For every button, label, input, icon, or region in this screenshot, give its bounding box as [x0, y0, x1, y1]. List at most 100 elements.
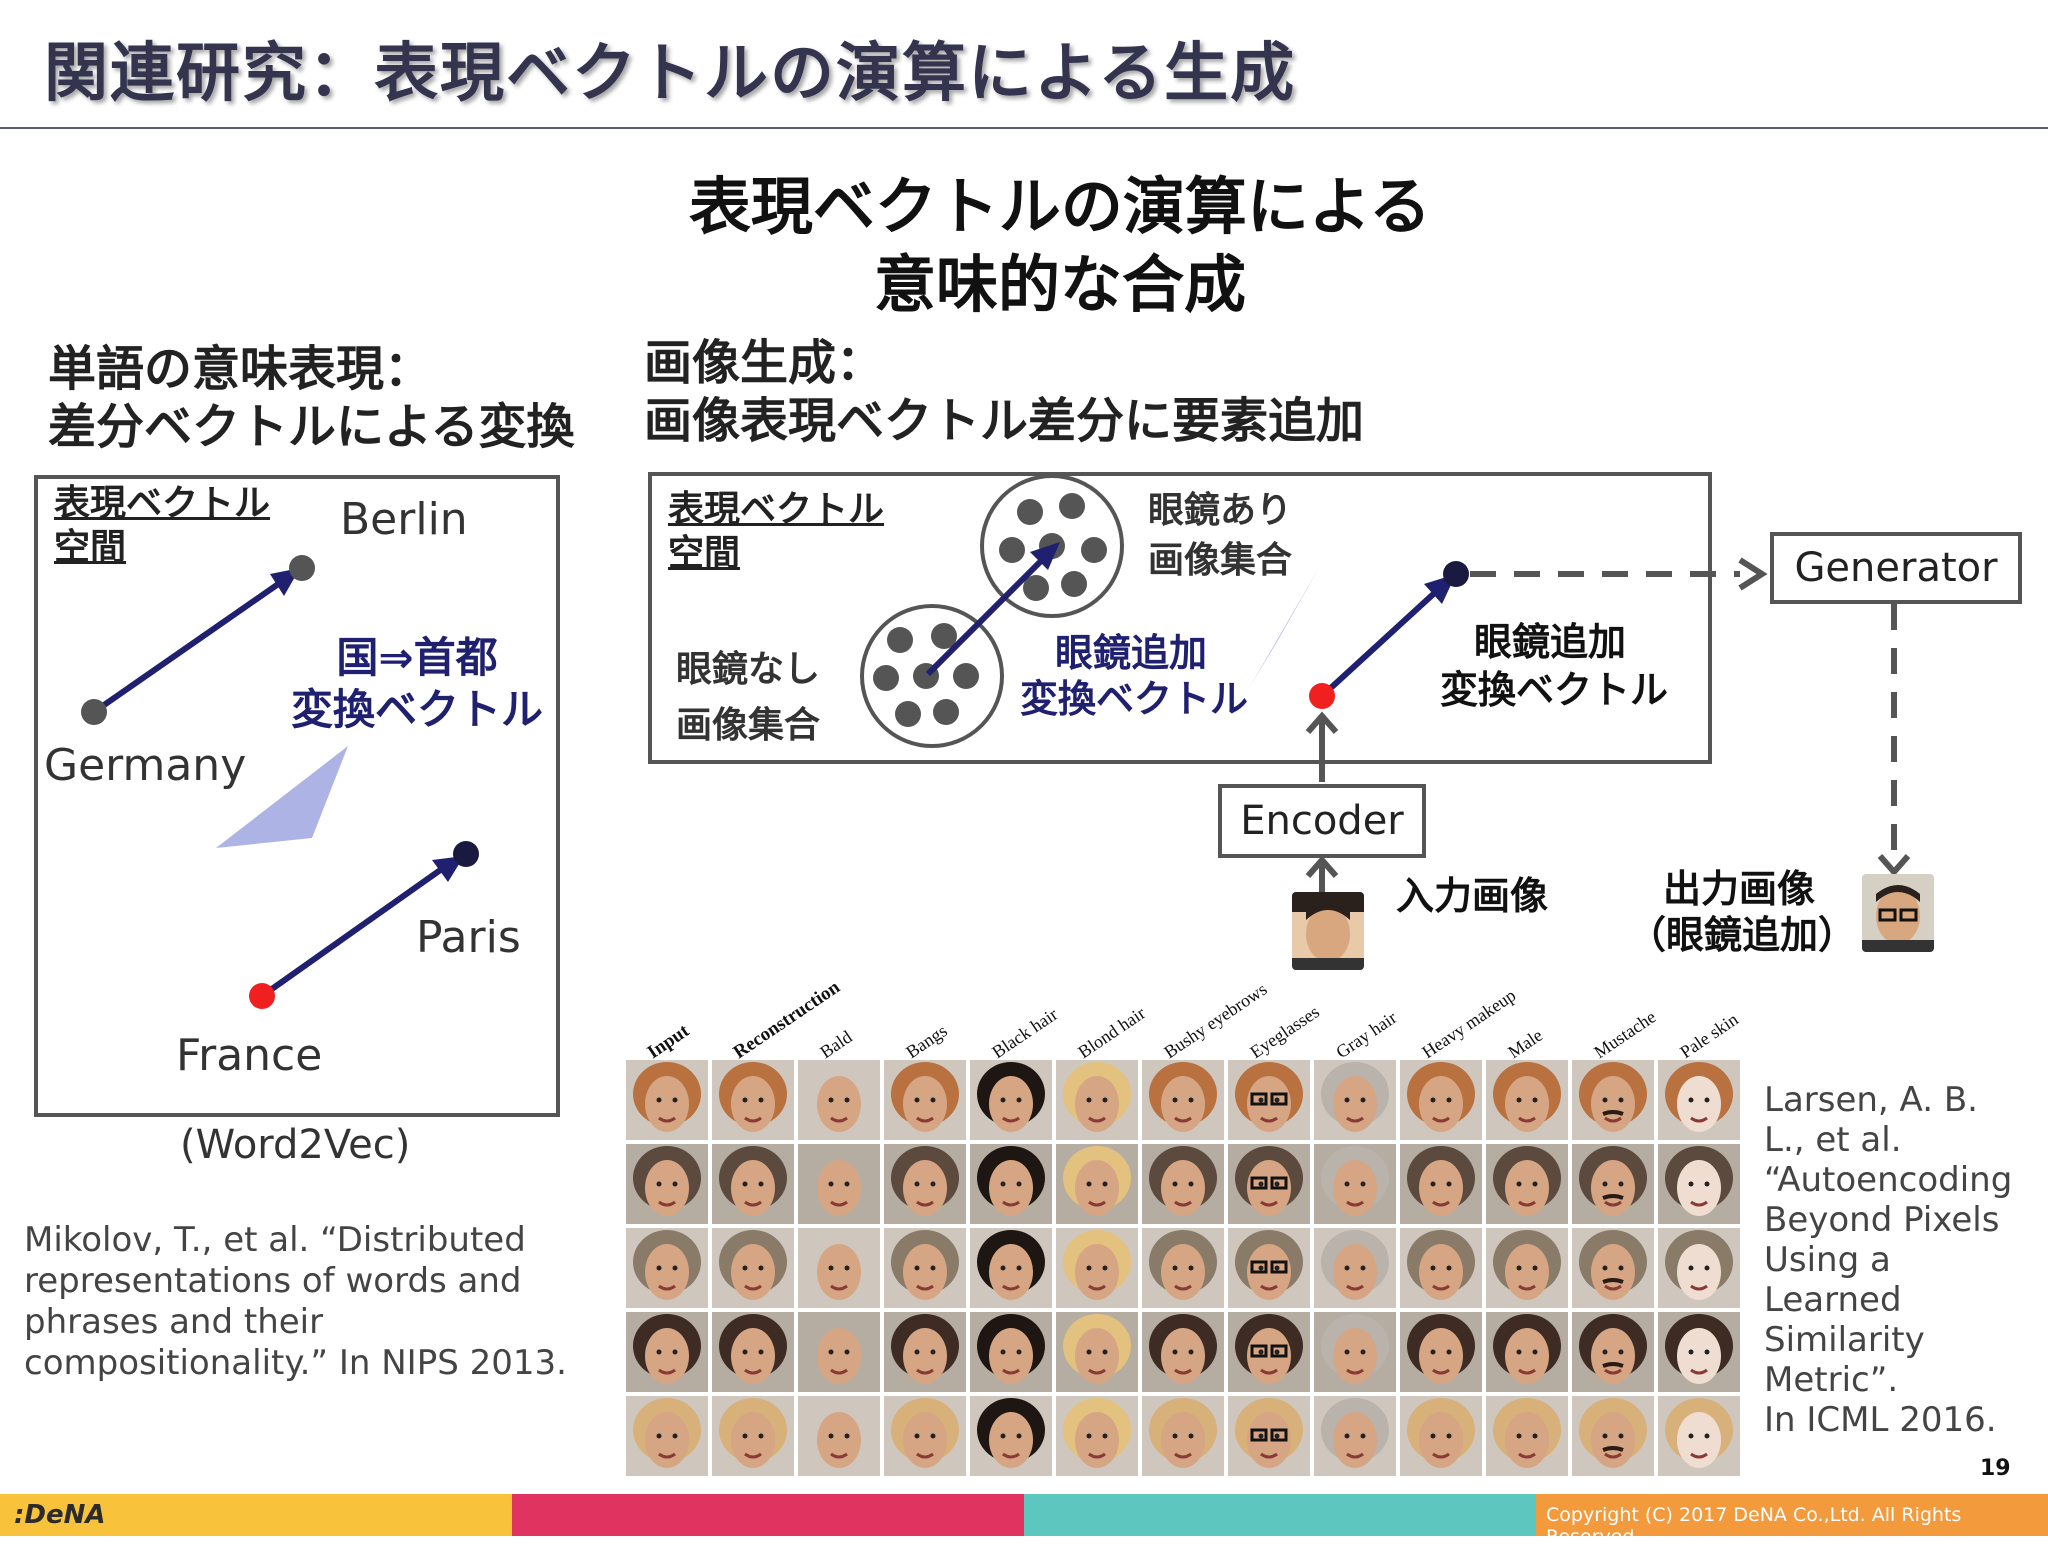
center-heading-line1: 表現ベクトルの演算による	[688, 170, 1432, 243]
face-cell	[798, 1228, 880, 1308]
face-cell	[1400, 1228, 1482, 1308]
footer-bar-yellow	[0, 1494, 512, 1536]
paris-point	[453, 841, 479, 867]
country-capital-label-line2: 変換ベクトル	[290, 685, 543, 734]
face-cell	[884, 1060, 966, 1140]
face-cell	[798, 1396, 880, 1476]
right-heading-line1: 画像生成：	[644, 335, 885, 391]
without-glasses-line2: 画像集合	[676, 705, 821, 746]
face-cell	[1486, 1060, 1568, 1140]
glasses-add-arrow	[1319, 585, 1443, 699]
output-face-image	[1862, 874, 1934, 952]
glasses-transform-line2: 変換ベクトル	[1020, 677, 1249, 721]
country-capital-label-line1: 国⇒首都	[336, 633, 498, 682]
face-cell	[1486, 1228, 1568, 1308]
input-image-label: 入力画像	[1396, 874, 1549, 918]
face-cell	[1314, 1396, 1396, 1476]
with-glasses-line1: 眼鏡あり	[1148, 490, 1293, 531]
right-callout-pointer	[1248, 566, 1320, 690]
germany-berlin-arrow	[92, 577, 286, 715]
grid-column-label: Blond hair	[1074, 1002, 1149, 1063]
word-berlin: Berlin	[340, 494, 468, 545]
germany-point	[81, 699, 107, 725]
face-cell	[970, 1060, 1052, 1140]
face-cell	[1572, 1060, 1654, 1140]
face-cell	[884, 1312, 966, 1392]
glasses-transform-line1: 眼鏡追加	[1054, 631, 1207, 675]
face-cell	[1142, 1144, 1224, 1224]
output-image-line2: （眼鏡追加）	[1628, 913, 1857, 957]
output-image-label: 出力画像 （眼鏡追加）	[1628, 866, 1857, 958]
center-heading-line2: 意味的な合成	[873, 248, 1246, 321]
generator-output-arrowhead	[1877, 854, 1911, 877]
output-face-icon	[1862, 885, 1934, 952]
face-cell	[712, 1312, 794, 1392]
larsen-ref-line3: “Autoencoding	[1764, 1160, 2013, 1200]
grid-column-label: Pale skin	[1676, 1008, 1742, 1063]
mikolov-ref-line3: phrases and their	[24, 1302, 324, 1342]
face-cell	[712, 1060, 794, 1140]
country-capital-transform-label: 国⇒首都 変換ベクトル	[286, 632, 548, 736]
face-cell	[798, 1312, 880, 1392]
face-cell	[1486, 1396, 1568, 1476]
cluster-dots	[873, 493, 1107, 727]
face-cell	[1228, 1228, 1310, 1308]
grid-column-label: Male	[1504, 1024, 1547, 1063]
input-vector-point	[1309, 683, 1335, 709]
face-cell	[1572, 1144, 1654, 1224]
face-cell	[970, 1396, 1052, 1476]
face-cell	[626, 1144, 708, 1224]
attribute-face-grid: Input Reconstruction Bald Bangs Black hair Bl…	[620, 950, 1742, 1480]
grid-column-label: Eyeglasses	[1246, 1001, 1323, 1063]
face-cell	[1400, 1396, 1482, 1476]
face-cell	[712, 1228, 794, 1308]
mikolov-ref-line4: compositionality.” In NIPS 2013.	[24, 1343, 567, 1383]
glasses-add-vector-line1: 眼鏡追加	[1473, 620, 1626, 664]
glasses-add-vector-line2: 変換ベクトル	[1440, 668, 1669, 712]
right-heading: 画像生成： 画像表現ベクトル差分に要素追加	[644, 334, 1364, 450]
larsen-ref-line1: Larsen, A. B.	[1764, 1080, 1978, 1120]
face-cell	[1228, 1396, 1310, 1476]
right-heading-line2: 画像表現ベクトル差分に要素追加	[644, 393, 1365, 449]
face-cell	[1314, 1060, 1396, 1140]
face-cell	[1658, 1396, 1740, 1476]
face-cell	[1314, 1228, 1396, 1308]
glasses-transform-label: 眼鏡追加 変換ベクトル	[1020, 630, 1249, 722]
word-germany: Germany	[44, 740, 247, 791]
footer-bar-teal	[1024, 1494, 1536, 1536]
image-space-label-line2: 空間	[668, 533, 741, 574]
face-cell	[626, 1228, 708, 1308]
grid-column-label: Heavy makeup	[1418, 984, 1520, 1063]
larsen-ref-line5: Using a	[1764, 1240, 1891, 1280]
grid-column-label: Mustache	[1590, 1006, 1660, 1063]
encoder-box: Encoder	[1218, 784, 1426, 858]
face-cell	[1142, 1060, 1224, 1140]
left-callout-pointer	[216, 746, 348, 848]
face-cell	[1142, 1312, 1224, 1392]
face-cell	[1228, 1060, 1310, 1140]
face-cell	[1142, 1396, 1224, 1476]
image-vector-space-box	[648, 472, 1712, 764]
face-cell	[712, 1144, 794, 1224]
footer-bar-orange	[1536, 1494, 2048, 1536]
face-cell	[1314, 1312, 1396, 1392]
face-cell	[1400, 1312, 1482, 1392]
image-space-label-line1: 表現ベクトル	[668, 489, 885, 530]
face-cell	[1056, 1396, 1138, 1476]
cluster-transform-arrowhead	[1030, 542, 1060, 570]
word-space-label-line2: 空間	[54, 527, 127, 568]
face-cell	[1228, 1144, 1310, 1224]
face-cell	[970, 1312, 1052, 1392]
grid-column-label: Input	[643, 1020, 694, 1064]
copyright-text: Copyright (C) 2017 DeNA Co.,Ltd. All Rig…	[1546, 1504, 1962, 1548]
face-cell	[1658, 1312, 1740, 1392]
word-space-label: 表現ベクトル 空間	[54, 482, 270, 570]
face-cell	[1658, 1228, 1740, 1308]
left-heading-line1: 単語の意味表現：	[48, 341, 433, 397]
input-face-icon	[1292, 892, 1364, 970]
face-cell	[626, 1396, 708, 1476]
face-cell	[1056, 1060, 1138, 1140]
left-heading-line2: 差分ベクトルによる変換	[48, 399, 575, 455]
face-cell	[1486, 1312, 1568, 1392]
mikolov-reference: Mikolov, T., et al. “Distributed represe…	[24, 1220, 567, 1384]
